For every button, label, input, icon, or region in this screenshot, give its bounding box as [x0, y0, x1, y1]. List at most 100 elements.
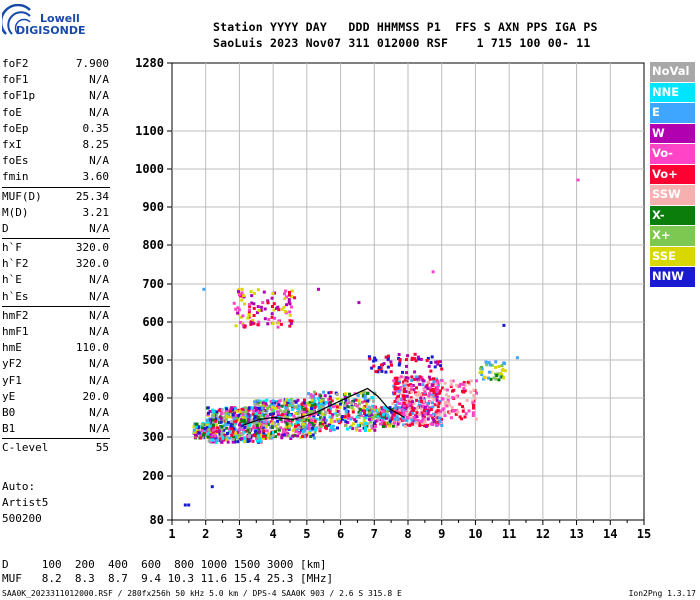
muf-table-muf-row: MUF 8.2 8.3 8.7 9.4 10.3 11.6 15.4 25.3 … — [2, 572, 334, 585]
echo-pixel — [295, 417, 299, 421]
echo-pixel — [280, 420, 284, 424]
echo-pixel — [254, 408, 258, 412]
echo-pixel — [212, 415, 216, 419]
legend-item: Vo+ — [650, 164, 695, 184]
echo-pixel — [420, 397, 424, 401]
echo-pixel — [235, 409, 239, 413]
echo-pixel — [315, 417, 319, 421]
echo-pixel — [437, 391, 441, 395]
echo-pixel — [256, 305, 260, 309]
echo-pixel — [313, 404, 317, 408]
echo-pixel — [359, 412, 362, 416]
echo-pixel — [207, 418, 211, 422]
echo-pixel — [252, 291, 256, 295]
echo-pixel — [335, 393, 339, 396]
param-row: foE N/A — [2, 105, 110, 121]
echo-pixel — [350, 406, 354, 409]
echo-pixel — [231, 413, 235, 417]
echo-pixel — [429, 386, 433, 390]
echo-pixel — [330, 399, 334, 403]
legend-item: SSW — [650, 185, 695, 205]
echo-pixel — [410, 378, 414, 382]
echo-pixel — [379, 363, 383, 367]
echo-pixel — [319, 405, 323, 409]
echo-pixel — [232, 417, 236, 421]
echo-pixel — [461, 405, 464, 408]
echo-pixel — [427, 364, 431, 368]
echo-pixel — [266, 420, 270, 424]
param-label: foEs — [2, 154, 29, 168]
echo-pixel — [327, 408, 330, 412]
lowell-digisonde-logo: Lowell DIGISONDE — [0, 3, 85, 42]
echo-pixel — [435, 414, 439, 418]
echo-pixel — [443, 411, 447, 414]
echo-pixel — [405, 364, 408, 368]
echo-pixel — [318, 399, 322, 403]
echo-pixel — [364, 416, 368, 420]
echo-pixel — [238, 423, 241, 427]
echo-pixel — [314, 392, 318, 396]
echo-pixel — [269, 404, 273, 408]
x-tick-label: 14 — [603, 527, 617, 541]
echo-pixel — [300, 402, 304, 406]
echo-pixel — [415, 415, 419, 419]
echo-pixel — [237, 413, 241, 417]
echo-pixel — [336, 397, 340, 401]
param-row: fxI 8.25 — [2, 137, 110, 153]
param-label: h`F — [2, 241, 22, 255]
echo-pixel — [262, 425, 266, 429]
echo-pixel — [265, 429, 269, 433]
echo-pixel — [289, 322, 293, 325]
echo-pixel — [327, 391, 331, 395]
echo-pixel — [240, 417, 244, 421]
echo-pixel — [271, 321, 275, 325]
echo-pixel — [338, 418, 342, 422]
echo-pixel — [465, 399, 469, 402]
echo-pixel — [237, 435, 240, 439]
echo-pixel — [438, 360, 442, 364]
param-row: hmF2 N/A — [2, 308, 110, 324]
echo-pixel — [402, 418, 406, 422]
echo-pixel — [218, 432, 222, 436]
echo-pixel — [343, 407, 347, 411]
echo-pixel — [367, 417, 371, 421]
echo-pixel — [431, 423, 435, 426]
echo-pixel — [344, 420, 348, 424]
echo-pixel — [388, 417, 392, 421]
echo-pixel — [240, 419, 244, 423]
echo-pixel — [442, 407, 446, 411]
echo-pixel — [434, 360, 438, 364]
echo-pixel — [211, 425, 215, 429]
echo-pixel — [257, 320, 261, 324]
echo-pixel — [335, 414, 339, 417]
echo-pixel — [246, 316, 250, 320]
echo-pixel — [395, 376, 399, 380]
echo-pixel — [253, 400, 257, 404]
echo-pixel — [319, 412, 323, 416]
echo-pixel — [233, 409, 237, 413]
echo-pixel — [451, 379, 455, 383]
echo-pixel — [276, 321, 280, 325]
echo-pixel — [399, 406, 403, 410]
echo-pixel — [480, 370, 484, 374]
echo-pixel — [305, 410, 308, 413]
echo-pixel — [313, 431, 317, 435]
echo-pixel — [232, 430, 236, 434]
echo-pixel — [500, 375, 504, 379]
footer-file-info: SAA0K_2023311012000.RSF / 280fx256h 50 k… — [2, 589, 402, 598]
x-tick-label: 11 — [502, 527, 516, 541]
param-row: h`F2 320.0 — [2, 256, 110, 272]
echo-pixel — [286, 401, 290, 405]
echo-pixel — [307, 417, 311, 420]
legend-item: X+ — [650, 226, 695, 246]
echo-pixel — [472, 394, 476, 397]
echo-pixel — [231, 425, 234, 429]
param-row: yF2 N/A — [2, 356, 110, 372]
echo-pixel — [294, 405, 298, 409]
autoscaler-version: 500200 — [2, 512, 42, 525]
echo-pixel — [313, 399, 317, 403]
param-label: fmin — [2, 170, 29, 184]
echo-pixel — [243, 302, 246, 306]
echo-pixel — [354, 398, 358, 402]
echo-pixel — [244, 429, 248, 433]
